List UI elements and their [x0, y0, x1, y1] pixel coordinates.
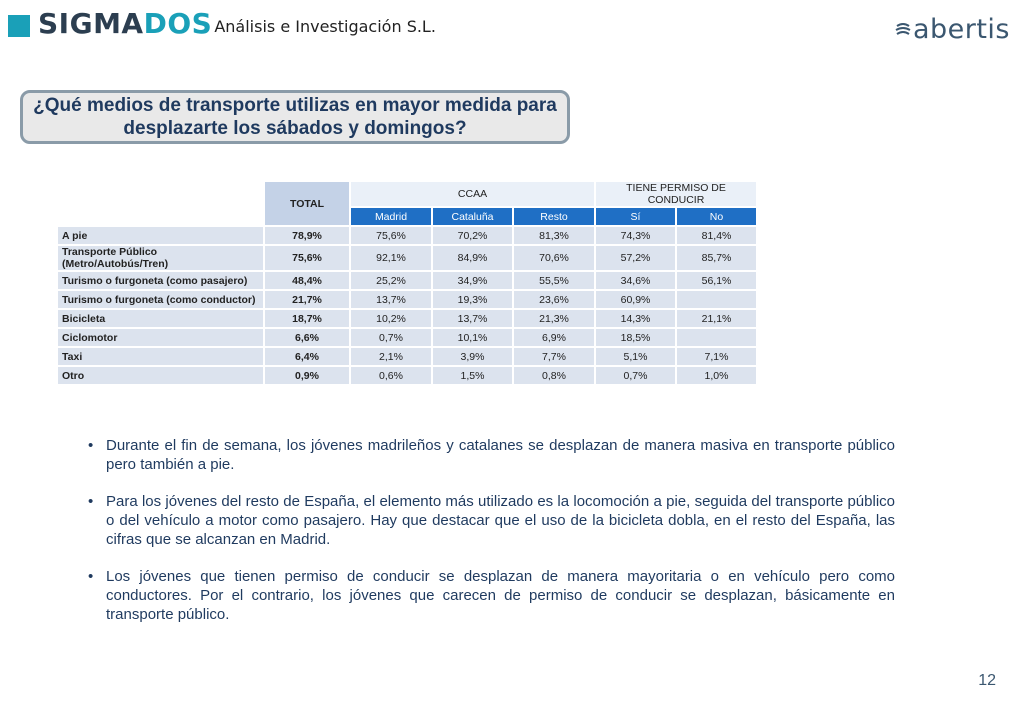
- cell-cataluna: 84,9%: [433, 246, 512, 270]
- table-header-row-2: Madrid Cataluña Resto Sí No: [58, 208, 756, 225]
- cell-si: 5,1%: [596, 348, 675, 365]
- cell-resto: 0,8%: [514, 367, 594, 384]
- cell-no: 85,7%: [677, 246, 756, 270]
- bullet-item: • Para los jóvenes del resto de España, e…: [88, 492, 895, 549]
- cell-si: 14,3%: [596, 310, 675, 327]
- table-row: Turismo o furgoneta (como conductor) 21,7…: [58, 291, 756, 308]
- cell-no: [677, 291, 756, 308]
- table-row: Transporte Público (Metro/Autobús/Tren) 7…: [58, 246, 756, 270]
- cell-si: 57,2%: [596, 246, 675, 270]
- cell-si: 74,3%: [596, 227, 675, 244]
- cell-cataluna: 10,1%: [433, 329, 512, 346]
- bullet-text: Los jóvenes que tienen permiso de conduc…: [106, 568, 895, 623]
- cell-madrid: 13,7%: [351, 291, 431, 308]
- cell-no: 56,1%: [677, 272, 756, 289]
- cell-si: 60,9%: [596, 291, 675, 308]
- cell-madrid: 10,2%: [351, 310, 431, 327]
- abertis-logo: abertis: [895, 14, 1010, 45]
- cell-resto: 6,9%: [514, 329, 594, 346]
- sigmados-logo-icon: [8, 15, 30, 37]
- results-table: TOTAL CCAA TIENE PERMISO DE CONDUCIR Mad…: [56, 180, 758, 386]
- sigmados-logo: SIGMADOS: [38, 7, 213, 40]
- header-group-ccaa: CCAA: [351, 182, 594, 206]
- table-row: A pie 78,9% 75,6% 70,2% 81,3% 74,3% 81,4%: [58, 227, 756, 244]
- table-row: Turismo o furgoneta (como pasajero) 48,4%…: [58, 272, 756, 289]
- header-si: Sí: [596, 208, 675, 225]
- table-corner: [58, 182, 263, 225]
- table-row: Ciclomotor 6,6% 0,7% 10,1% 6,9% 18,5%: [58, 329, 756, 346]
- cell-madrid: 0,6%: [351, 367, 431, 384]
- cell-no: 1,0%: [677, 367, 756, 384]
- bullet-text: Durante el fin de semana, los jóvenes ma…: [106, 437, 895, 473]
- cell-total: 78,9%: [265, 227, 349, 244]
- cell-total: 0,9%: [265, 367, 349, 384]
- bullet-item: • Durante el fin de semana, los jóvenes m…: [88, 436, 895, 474]
- cell-total: 6,6%: [265, 329, 349, 346]
- header-no: No: [677, 208, 756, 225]
- header-group-permiso: TIENE PERMISO DE CONDUCIR: [596, 182, 756, 206]
- cell-total: 18,7%: [265, 310, 349, 327]
- header-madrid: Madrid: [351, 208, 431, 225]
- cell-resto: 23,6%: [514, 291, 594, 308]
- company-name: Análisis e Investigación S.L.: [214, 17, 436, 36]
- row-label: Turismo o furgoneta (como pasajero): [58, 272, 263, 289]
- cell-resto: 70,6%: [514, 246, 594, 270]
- page-number: 12: [978, 672, 996, 689]
- cell-cataluna: 13,7%: [433, 310, 512, 327]
- bullet-list: • Durante el fin de semana, los jóvenes m…: [88, 436, 895, 642]
- row-label: Otro: [58, 367, 263, 384]
- bullet-text: Para los jóvenes del resto de España, el…: [106, 493, 895, 548]
- header-resto: Resto: [514, 208, 594, 225]
- cell-no: [677, 329, 756, 346]
- row-label: Turismo o furgoneta (como conductor): [58, 291, 263, 308]
- cell-cataluna: 19,3%: [433, 291, 512, 308]
- table-row: Otro 0,9% 0,6% 1,5% 0,8% 0,7% 1,0%: [58, 367, 756, 384]
- header: SIGMADOS Análisis e Investigación S.L.: [8, 8, 436, 40]
- bullet-dot-icon: •: [88, 437, 94, 454]
- cell-madrid: 25,2%: [351, 272, 431, 289]
- table-row: Taxi 6,4% 2,1% 3,9% 7,7% 5,1% 7,1%: [58, 348, 756, 365]
- cell-total: 21,7%: [265, 291, 349, 308]
- cell-total: 6,4%: [265, 348, 349, 365]
- cell-total: 48,4%: [265, 272, 349, 289]
- abertis-globe-icon: [895, 22, 911, 35]
- row-label: A pie: [58, 227, 263, 244]
- cell-si: 34,6%: [596, 272, 675, 289]
- cell-resto: 81,3%: [514, 227, 594, 244]
- cell-cataluna: 3,9%: [433, 348, 512, 365]
- row-label: Transporte Público (Metro/Autobús/Tren): [58, 246, 263, 270]
- cell-cataluna: 70,2%: [433, 227, 512, 244]
- row-label: Bicicleta: [58, 310, 263, 327]
- cell-resto: 55,5%: [514, 272, 594, 289]
- cell-no: 21,1%: [677, 310, 756, 327]
- cell-total: 75,6%: [265, 246, 349, 270]
- cell-no: 81,4%: [677, 227, 756, 244]
- bullet-dot-icon: •: [88, 568, 94, 585]
- cell-resto: 21,3%: [514, 310, 594, 327]
- abertis-wordmark: abertis: [912, 14, 1010, 45]
- header-total: TOTAL: [265, 182, 349, 225]
- cell-no: 7,1%: [677, 348, 756, 365]
- bullet-dot-icon: •: [88, 493, 94, 510]
- header-cataluna: Cataluña: [433, 208, 512, 225]
- bullet-item: • Los jóvenes que tienen permiso de condu…: [88, 567, 895, 624]
- cell-resto: 7,7%: [514, 348, 594, 365]
- cell-si: 18,5%: [596, 329, 675, 346]
- cell-madrid: 2,1%: [351, 348, 431, 365]
- question-text: ¿Qué medios de transporte utilizas en ma…: [33, 95, 557, 139]
- cell-madrid: 0,7%: [351, 329, 431, 346]
- table-header-row-1: TOTAL CCAA TIENE PERMISO DE CONDUCIR: [58, 182, 756, 225]
- row-label: Taxi: [58, 348, 263, 365]
- cell-cataluna: 1,5%: [433, 367, 512, 384]
- question-box: ¿Qué medios de transporte utilizas en ma…: [20, 90, 570, 144]
- cell-si: 0,7%: [596, 367, 675, 384]
- cell-madrid: 75,6%: [351, 227, 431, 244]
- row-label: Ciclomotor: [58, 329, 263, 346]
- cell-cataluna: 34,9%: [433, 272, 512, 289]
- cell-madrid: 92,1%: [351, 246, 431, 270]
- table-row: Bicicleta 18,7% 10,2% 13,7% 21,3% 14,3% 21,1%: [58, 310, 756, 327]
